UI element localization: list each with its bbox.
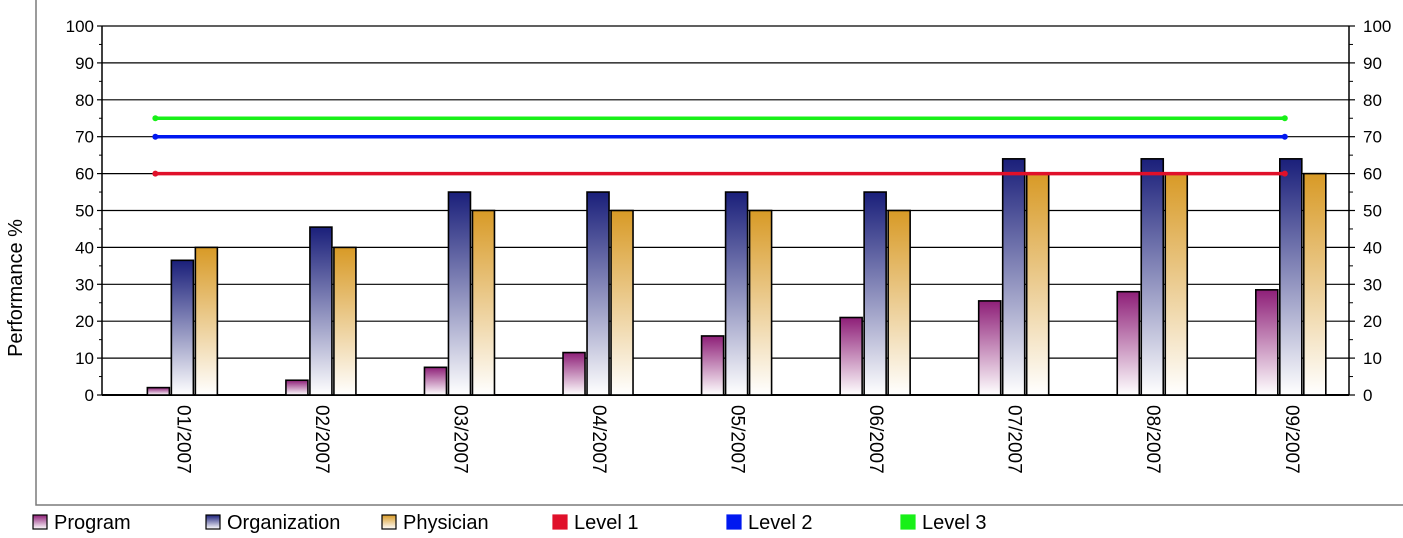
bar-organization [1001, 158, 1026, 396]
x-tick-label: 05/2007 [727, 405, 748, 474]
bar-program [285, 379, 309, 396]
x-tick-label: 01/2007 [172, 405, 193, 474]
reference-line-marker [1281, 170, 1288, 177]
x-tick-label: 02/2007 [311, 405, 332, 474]
bar-program [700, 335, 725, 396]
bar-organization [586, 191, 610, 396]
bar-program [146, 386, 171, 396]
legend-swatch-level-2 [726, 514, 742, 530]
x-tick-label: 07/2007 [1004, 405, 1025, 474]
bar-program [1255, 289, 1279, 396]
y-tick-label-left: 80 [75, 91, 94, 110]
reference-line-marker [152, 115, 159, 122]
bar-organization [447, 191, 472, 396]
x-tick-label: 04/2007 [588, 405, 609, 474]
y-tick-label-left: 50 [75, 202, 94, 221]
y-tick-label-right: 80 [1363, 91, 1382, 110]
y-tick-label-right: 20 [1363, 312, 1382, 331]
x-tick-label: 09/2007 [1281, 405, 1302, 474]
reference-line-marker [1281, 115, 1288, 122]
bar-physician [194, 246, 219, 396]
legend-label: Level 2 [748, 512, 813, 533]
y-tick-label-right: 10 [1363, 349, 1382, 368]
bar-physician [333, 246, 357, 396]
y-tick-label-right: 90 [1363, 54, 1382, 73]
legend-label: Program [54, 512, 131, 533]
bar-physician [610, 209, 634, 396]
reference-line-marker [1281, 133, 1288, 140]
y-axis-label: Performance % [5, 219, 27, 357]
bar-program [977, 300, 1002, 396]
bar-program [1116, 290, 1141, 396]
bar-program [562, 351, 586, 396]
legend-swatch-level-1 [552, 514, 568, 530]
x-tick-label: 08/2007 [1142, 405, 1163, 474]
legend-label: Physician [403, 512, 489, 533]
y-tick-label-right: 30 [1363, 275, 1382, 294]
y-tick-label-right: 50 [1363, 202, 1382, 221]
y-tick-label-left: 20 [75, 312, 94, 331]
reference-line-marker [152, 133, 159, 140]
bar-organization [1279, 158, 1303, 396]
y-tick-label-left: 10 [75, 349, 94, 368]
bar-physician [471, 209, 496, 396]
y-tick-label-left: 60 [75, 165, 94, 184]
bar-organization [309, 226, 333, 396]
x-tick-label: 06/2007 [865, 405, 886, 474]
y-tick-label-right: 0 [1363, 386, 1372, 405]
legend-swatch-program [32, 514, 48, 530]
y-tick-label-left: 0 [85, 386, 94, 405]
bar-physician [1025, 172, 1050, 396]
bar-physician [1164, 172, 1189, 396]
bar-organization [724, 191, 749, 396]
y-tick-label-right: 100 [1363, 17, 1391, 36]
y-tick-label-left: 70 [75, 128, 94, 147]
legend-label: Level 3 [922, 512, 987, 533]
y-tick-label-left: 40 [75, 238, 94, 257]
legend-swatch-physician [381, 514, 397, 530]
reference-line-marker [152, 170, 159, 177]
bar-organization [863, 191, 887, 396]
y-tick-label-left: 100 [66, 17, 94, 36]
x-tick-label: 03/2007 [449, 405, 470, 474]
bar-physician [887, 209, 911, 396]
bar-program [423, 366, 448, 396]
legend-swatch-level-3 [900, 514, 916, 530]
y-tick-label-right: 60 [1363, 165, 1382, 184]
bar-physician [748, 209, 773, 396]
bar-organization [1140, 158, 1165, 396]
bar-program [839, 316, 863, 396]
legend-swatch-organization [205, 514, 221, 530]
legend-label: Level 1 [574, 512, 639, 533]
y-tick-label-left: 30 [75, 275, 94, 294]
legend-label: Organization [227, 512, 340, 533]
bar-physician [1303, 172, 1327, 396]
y-tick-label-right: 40 [1363, 238, 1382, 257]
y-tick-label-right: 70 [1363, 128, 1382, 147]
bar-organization [170, 259, 195, 396]
chart-frame [35, 0, 1403, 506]
y-tick-label-left: 90 [75, 54, 94, 73]
